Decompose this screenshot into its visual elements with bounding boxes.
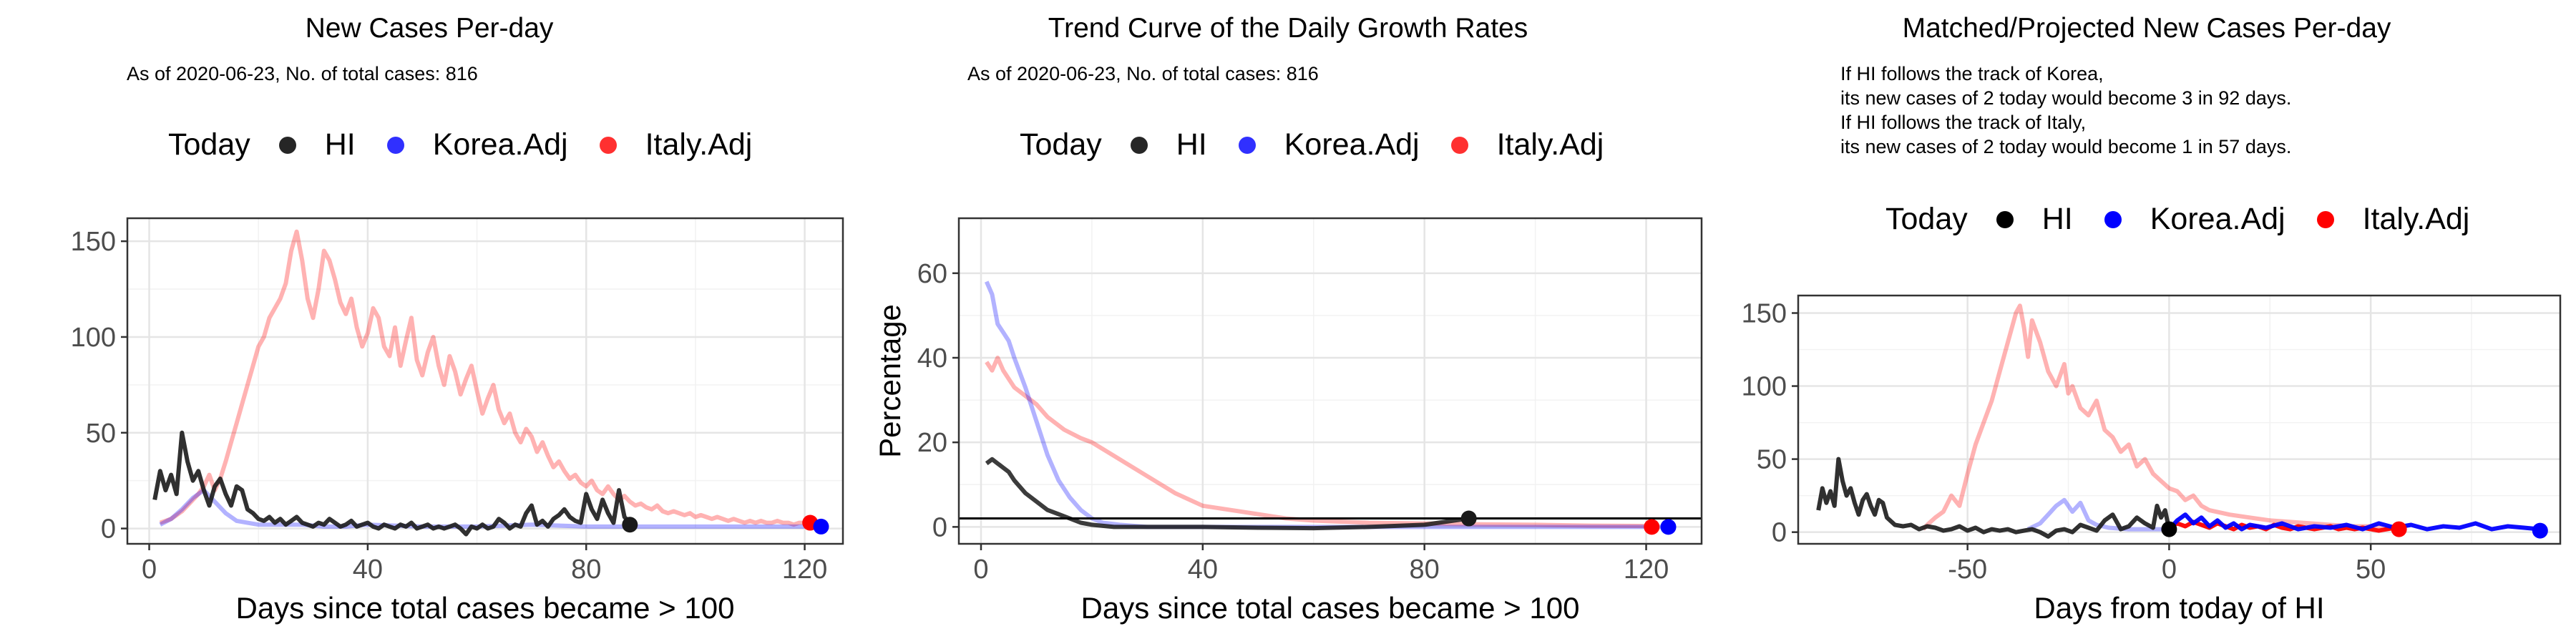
today-point-italy-adj (1644, 519, 1660, 535)
chart-title: Trend Curve of the Daily Growth Rates (1048, 13, 1528, 44)
legend-dot-icon (1130, 136, 1148, 154)
today-point-hi (2161, 521, 2177, 537)
y-tick-label: 60 (917, 259, 947, 289)
legend: Today HI Korea.Adj Italy.Adj (168, 127, 784, 162)
legend-title: Today (168, 127, 250, 162)
panel-projected: Matched/Projected New Cases Per-day If H… (1717, 0, 2576, 644)
plot-frame (957, 217, 1703, 545)
x-tick-label: -50 (1948, 555, 1987, 585)
y-tick-label: 40 (917, 343, 947, 374)
x-tick-label: 0 (2162, 555, 2177, 585)
legend-label: Italy.Adj (1496, 127, 1604, 162)
y-tick-label: 0 (101, 514, 116, 545)
y-tick-label: 150 (71, 227, 116, 257)
legend-dot-icon (1996, 210, 2014, 228)
legend-label: HI (1176, 127, 1207, 162)
legend-label: Korea.Adj (1284, 127, 1420, 162)
y-tick-label: 0 (932, 512, 947, 542)
today-point-korea-adj (813, 518, 829, 535)
legend-item-hi: HI (278, 127, 356, 162)
chart-subtitle: If HI follows the track of Korea, its ne… (1840, 63, 2292, 157)
chart-title: New Cases Per-day (305, 13, 554, 44)
legend-item-korea: Korea.Adj (2104, 202, 2285, 237)
chart-title: Matched/Projected New Cases Per-day (1902, 13, 2391, 44)
x-tick-label: 120 (1624, 555, 1669, 585)
legend-label: Korea.Adj (432, 127, 568, 162)
legend-dot-icon (2104, 210, 2122, 228)
legend-dot-icon (1238, 136, 1256, 154)
chart-svg: 0 40 80 120 0 50 100 150 Days since total cases … (71, 217, 844, 625)
legend-item-italy: Italy.Adj (599, 127, 753, 162)
panel-growth-rates: Trend Curve of the Daily Growth Rates As… (859, 0, 1717, 644)
y-tick-label: 20 (917, 428, 947, 458)
series-line-italy-adj (1921, 303, 2399, 531)
legend-label: Italy.Adj (2362, 202, 2470, 236)
legend-label: HI (2041, 202, 2073, 236)
legend-label: Korea.Adj (2150, 202, 2285, 236)
legend-dot-icon (386, 136, 404, 154)
y-tick-label: 50 (1757, 445, 1787, 475)
x-axis-label: Days from today of HI (2034, 591, 2324, 625)
series-line-korea-adj (984, 280, 1663, 530)
x-tick-label: 0 (973, 555, 988, 585)
legend-title: Today (1020, 127, 1102, 162)
chart-svg: 0 40 80 120 0 20 40 60 Days since total cases be… (873, 217, 1703, 625)
y-tick-label: 50 (86, 419, 116, 449)
x-tick-label: 0 (142, 555, 157, 585)
chart-svg: -50 0 50 0 50 100 150 Days from today of HI (1742, 294, 2562, 625)
legend: Today HI Korea.Adj Italy.Adj (1020, 127, 1635, 162)
legend-item-italy: Italy.Adj (1450, 127, 1604, 162)
y-tick-label: 150 (1742, 298, 1787, 328)
legend-dot-icon (599, 136, 617, 154)
legend-item-hi: HI (1130, 127, 1207, 162)
y-tick-label: 100 (71, 323, 116, 353)
legend-dot-icon (1450, 136, 1468, 154)
panel-new-cases: New Cases Per-day As of 2020-06-23, No. … (0, 0, 859, 644)
x-tick-label: 40 (353, 555, 383, 585)
series-line-korea-adj (2026, 497, 2170, 532)
x-tick-label: 120 (782, 555, 827, 585)
today-point-italy-adj (2391, 521, 2407, 537)
legend-item-korea: Korea.Adj (386, 127, 568, 162)
today-point-korea-adj (1660, 519, 1677, 535)
legend-item-italy: Italy.Adj (2316, 202, 2470, 237)
chart-subtitle: As of 2020-06-23, No. of total cases: 81… (967, 63, 1319, 84)
today-point-hi (1460, 510, 1477, 527)
legend-dot-icon (2316, 210, 2334, 228)
x-axis-label: Days since total cases became > 100 (1081, 591, 1580, 625)
series-line-korea-adj-projected (2167, 512, 2541, 532)
plot-frame (1797, 294, 2562, 545)
chart-subtitle: As of 2020-06-23, No. of total cases: 81… (127, 63, 478, 84)
y-tick-label: 0 (1772, 518, 1787, 548)
series-line-hi (152, 430, 632, 537)
legend: Today HI Korea.Adj Italy.Adj (1885, 202, 2501, 237)
legend-item-hi: HI (1996, 202, 2073, 237)
legend-item-korea: Korea.Adj (1238, 127, 1420, 162)
x-tick-label: 50 (2356, 555, 2386, 585)
legend-label: HI (324, 127, 356, 162)
x-tick-label: 80 (1410, 555, 1440, 585)
x-axis-label: Days since total cases became > 100 (236, 591, 735, 625)
legend-title: Today (1885, 202, 1968, 236)
legend-label: Italy.Adj (645, 127, 753, 162)
y-axis-label: Percentage (873, 304, 907, 458)
legend-dot-icon (278, 136, 296, 154)
series-line-hi (1816, 457, 2172, 539)
today-point-hi (622, 517, 638, 533)
series-line-italy-adj (159, 229, 811, 527)
today-point-korea-adj (2532, 522, 2548, 539)
x-tick-label: 40 (1188, 555, 1218, 585)
plot-frame (126, 217, 844, 545)
y-tick-label: 100 (1742, 372, 1787, 402)
x-tick-label: 80 (571, 555, 601, 585)
